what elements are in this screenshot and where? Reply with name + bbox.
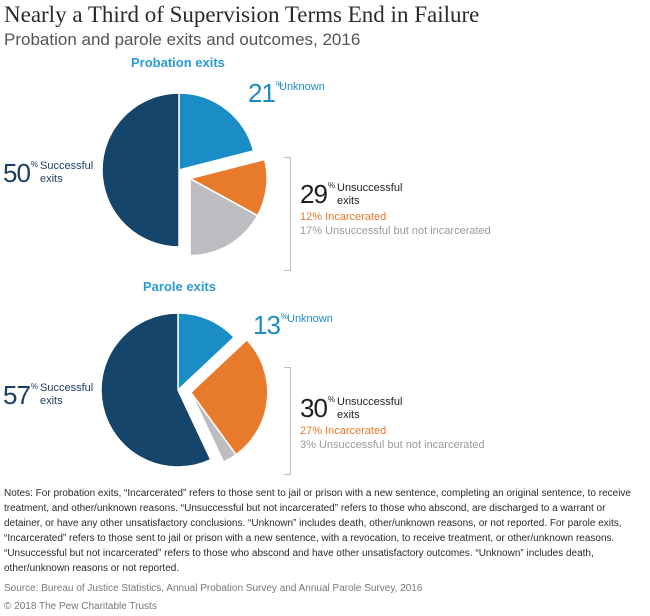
parole-not-incarcerated-text: 3% Unsuccessful but not incarcerated bbox=[300, 439, 485, 451]
probation-unsuccessful-value: 29 bbox=[300, 179, 328, 209]
parole-slice-successful bbox=[100, 312, 212, 468]
parole-successful-text: Successful exits bbox=[40, 382, 94, 407]
parole-slice-unknown bbox=[177, 312, 236, 392]
probation-not-incarcerated-text: 17% Unsuccessful but not incarcerated bbox=[300, 225, 491, 237]
probation-unsuccessful-text: Unsuccessful exits bbox=[337, 182, 403, 207]
parole-unsuccessful-value: 30 bbox=[300, 393, 328, 423]
probation-incarcerated-text: 12% Incarcerated bbox=[300, 211, 387, 223]
probation-successful-text: Successful exits bbox=[40, 160, 94, 185]
parole-slice-incarcerated bbox=[189, 338, 269, 456]
probation-unknown-label: 21% bbox=[248, 78, 284, 108]
chart-subtitle: Probation and parole exits and outcomes,… bbox=[4, 30, 361, 49]
parole-successful-label: 57% bbox=[3, 380, 39, 410]
parole-successful-value: 57 bbox=[3, 380, 31, 410]
source: Source: Bureau of Justice Statistics, An… bbox=[4, 583, 423, 594]
parole-unknown-text: Unknown bbox=[287, 313, 333, 325]
parole-unsuccessful-bracket bbox=[284, 367, 291, 475]
copyright: © 2018 The Pew Charitable Trusts bbox=[4, 601, 157, 612]
probation-successful-value: 50 bbox=[3, 158, 31, 188]
parole-unknown-value: 13 bbox=[253, 310, 281, 340]
probation-unsuccessful-label: 29% bbox=[300, 179, 336, 209]
parole-slice-not-incarcerated bbox=[190, 391, 238, 464]
parole-unknown-label: 13% bbox=[253, 310, 289, 340]
probation-unsuccessful-bracket bbox=[284, 157, 291, 271]
parole-unsuccessful-label: 30% bbox=[300, 393, 336, 423]
parole-heading: Parole exits bbox=[143, 279, 216, 294]
probation-heading: Probation exits bbox=[131, 55, 225, 70]
probation-pie bbox=[100, 92, 269, 468]
probation-unknown-text: Unknown bbox=[279, 81, 325, 93]
parole-incarcerated-text: 27% Incarcerated bbox=[300, 425, 387, 437]
notes: Notes: For probation exits, “Incarcerate… bbox=[4, 488, 631, 574]
parole-unsuccessful-text: Unsuccessful exits bbox=[337, 396, 403, 421]
probation-successful-label: 50% bbox=[3, 158, 39, 188]
probation-unknown-value: 21 bbox=[248, 78, 276, 108]
probation-slice-successful bbox=[101, 92, 180, 248]
chart-title: Nearly a Third of Supervision Terms End … bbox=[4, 2, 480, 27]
probation-slice-not-incarcerated bbox=[189, 177, 259, 257]
probation-slice-unknown bbox=[178, 92, 255, 171]
